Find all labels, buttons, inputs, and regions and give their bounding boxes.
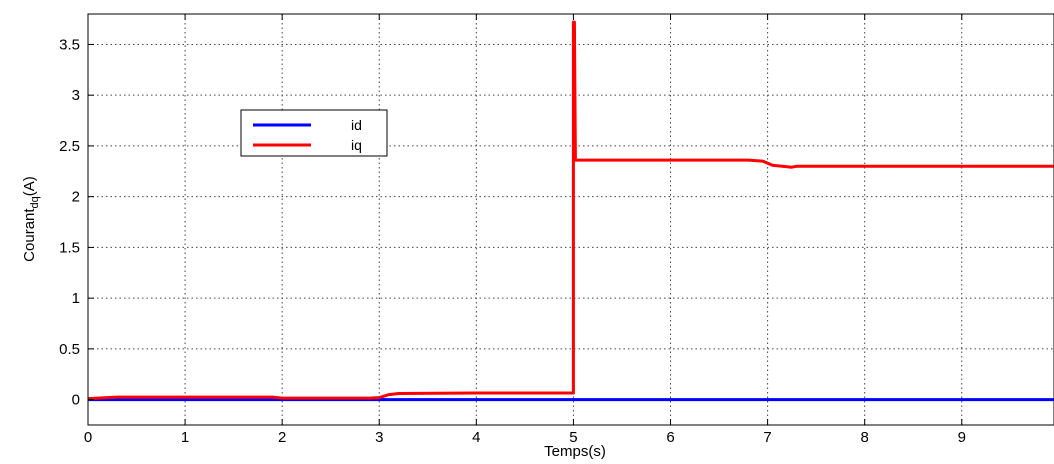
x-tick-label: 0	[84, 429, 92, 446]
y-tick-label: 3	[72, 87, 80, 104]
y-tick-label: 1.5	[59, 239, 80, 256]
x-tick-label: 8	[861, 429, 869, 446]
svg-text:Courantdq(A): Courantdq(A)	[21, 176, 41, 262]
x-tick-label: 1	[181, 429, 189, 446]
ticks: 0 1 2 3 4 5 6 7 8 9 0 0.5 1 1.5 2 2.5 3 3.5	[59, 14, 966, 446]
x-tick-label: 6	[666, 429, 674, 446]
y-tick-label: 2.5	[59, 138, 80, 155]
y-axis-label-unit: (A)	[21, 176, 38, 196]
x-tick-label: 4	[472, 429, 480, 446]
y-tick-label: 1	[72, 290, 80, 307]
y-axis-label-sub: dq	[29, 196, 41, 208]
x-tick-label: 9	[958, 429, 966, 446]
y-axis-label-main: Courant	[21, 208, 38, 262]
y-tick-label: 0.5	[59, 341, 80, 358]
x-tick-label: 5	[569, 429, 577, 446]
x-tick-label: 2	[278, 429, 286, 446]
legend-box	[240, 109, 388, 157]
plot-frame	[87, 13, 1054, 426]
x-tick-label: 3	[375, 429, 383, 446]
series-line-iq	[87, 20, 1054, 401]
y-tick-label: 2	[72, 189, 80, 206]
y-tick-label: 3.5	[59, 36, 80, 53]
x-axis-label: Temps(s)	[544, 443, 606, 460]
series-layer	[87, 20, 1054, 402]
legend: id iq	[240, 109, 388, 157]
plot-background	[88, 14, 1054, 425]
legend-label-id: id	[351, 117, 362, 133]
y-tick-label: 0	[72, 392, 80, 409]
y-axis-label: Courantdq(A)	[21, 176, 41, 262]
legend-label-iq: iq	[351, 137, 362, 153]
x-tick-label: 7	[763, 429, 771, 446]
